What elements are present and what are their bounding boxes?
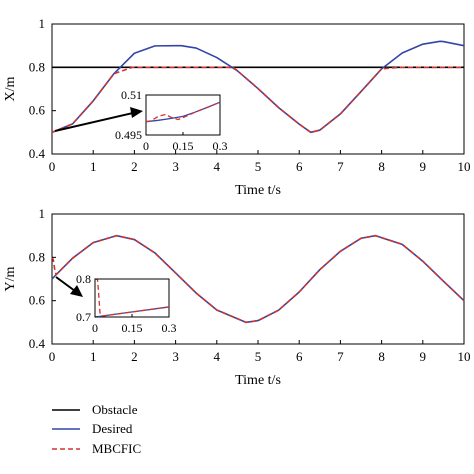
x-plot-xlabel: Time t/s: [235, 183, 281, 198]
x-plot-panel: 0 1 2 3 4 5 6 7 8 9 10 0.4 0.6 0.8 1 Time t/s X/m 0 0.1…: [3, 16, 471, 198]
y-plot-series-mbcfic: [51, 234, 465, 324]
y-plot-inset-frame: [94, 278, 170, 318]
legend-label-obstacle: Obstacle: [92, 402, 138, 417]
y-plot-xtick-label: 9: [420, 349, 427, 364]
y-plot-inset-ticks-group: 0 0.15 0.3 0.7 0.8: [76, 272, 177, 335]
x-plot-inset-arrow: [54, 112, 134, 132]
x-plot-ticks-group: 0 1 2 3 4 5 6 7 8 9 10 0.4 0.6 0.8 1: [29, 16, 471, 174]
x-plot-inset-xtick-label: 0: [143, 139, 149, 153]
legend-label-desired: Desired: [92, 421, 133, 436]
x-plot-inset-ytick-label: 0.495: [115, 128, 142, 142]
x-plot-xtick-label: 9: [420, 159, 427, 174]
x-plot-inset: 0 0.15 0.3 0.495 0.51: [115, 88, 228, 153]
y-plot-xtick-label: 10: [458, 349, 471, 364]
y-plot-ytick-label: 0.4: [29, 336, 46, 351]
y-plot-xtick-label: 1: [90, 349, 97, 364]
x-plot-xtick-label: 10: [458, 159, 471, 174]
x-plot-xtick-label: 0: [49, 159, 56, 174]
legend: Obstacle Desired MBCFIC: [52, 402, 141, 456]
y-plot-series-group: [51, 234, 465, 324]
y-plot-ytick-label: 1: [39, 206, 46, 221]
x-plot-inset-arrowhead: [130, 107, 143, 118]
x-plot-ytick-label: 0.6: [29, 103, 46, 118]
x-plot-xtick-label: 8: [378, 159, 385, 174]
y-plot-xtick-label: 5: [255, 349, 262, 364]
x-plot-series-mbcfic: [51, 66, 464, 134]
x-plot-xtick-label: 4: [214, 159, 221, 174]
x-plot-inset-ytick-label: 0.51: [121, 88, 142, 102]
y-plot-inset-ytick-label: 0.7: [76, 310, 91, 324]
legend-item-obstacle: Obstacle: [52, 402, 138, 417]
x-plot-xtick-label: 5: [255, 159, 262, 174]
x-plot-series-group: [51, 40, 465, 134]
y-plot-xtick-label: 4: [214, 349, 221, 364]
x-plot-inset-series-group: [145, 101, 221, 123]
y-plot-ticks-group: 0 1 2 3 4 5 6 7 8 9 10 0.4 0.6 0.8 1: [29, 206, 471, 364]
y-plot-xtick-label: 8: [378, 349, 385, 364]
legend-item-mbcfic: MBCFIC: [52, 441, 141, 456]
x-plot-inset-series-mbcfic: [145, 101, 221, 123]
x-plot-xtick-label: 1: [90, 159, 97, 174]
legend-item-desired: Desired: [52, 421, 133, 436]
x-plot-ytick-label: 0.8: [29, 59, 45, 74]
y-plot-inset-ytick-label: 0.8: [76, 272, 91, 286]
y-plot-inset: 0 0.15 0.3 0.7 0.8: [76, 272, 177, 335]
y-plot-inset-arrowhead: [70, 285, 83, 297]
y-plot-ytick-label: 0.8: [29, 249, 45, 264]
y-plot-xtick-label: 6: [296, 349, 303, 364]
y-plot-xtick-label: 3: [172, 349, 179, 364]
x-plot-ytick-label: 1: [39, 16, 46, 31]
y-plot-xtick-label: 2: [131, 349, 138, 364]
x-plot-xtick-label: 7: [337, 159, 344, 174]
y-plot-panel: 0 1 2 3 4 5 6 7 8 9 10 0.4 0.6 0.8 1 Time t/s Y/m 0 0.1…: [3, 206, 471, 388]
x-plot-inset-frame: [145, 94, 221, 136]
y-plot-xtick-label: 7: [337, 349, 344, 364]
x-plot-xtick-label: 2: [131, 159, 138, 174]
x-plot-inset-ticks-group: 0 0.15 0.3 0.495 0.51: [115, 88, 228, 153]
y-plot-inset-arrow: [55, 276, 76, 292]
x-plot-inset-xtick-label: 0.15: [173, 139, 194, 153]
x-plot-xtick-label: 3: [172, 159, 179, 174]
x-plot-xtick-label: 6: [296, 159, 303, 174]
y-plot-inset-xtick-label: 0.15: [122, 321, 143, 335]
legend-label-mbcfic: MBCFIC: [92, 441, 141, 456]
y-plot-inset-xtick-label: 0.3: [162, 321, 177, 335]
y-plot-xlabel: Time t/s: [235, 373, 281, 388]
y-plot-inset-series-desired: [94, 306, 170, 318]
y-plot-ytick-label: 0.6: [29, 293, 46, 308]
y-plot-xtick-label: 0: [49, 349, 56, 364]
x-plot-series-desired: [51, 40, 465, 134]
y-plot-ylabel: Y/m: [3, 266, 18, 291]
x-plot-ylabel: X/m: [3, 76, 18, 101]
x-plot-inset-xtick-label: 0.3: [213, 139, 228, 153]
y-plot-inset-xtick-label: 0: [92, 321, 98, 335]
x-plot-ytick-label: 0.4: [29, 146, 46, 161]
